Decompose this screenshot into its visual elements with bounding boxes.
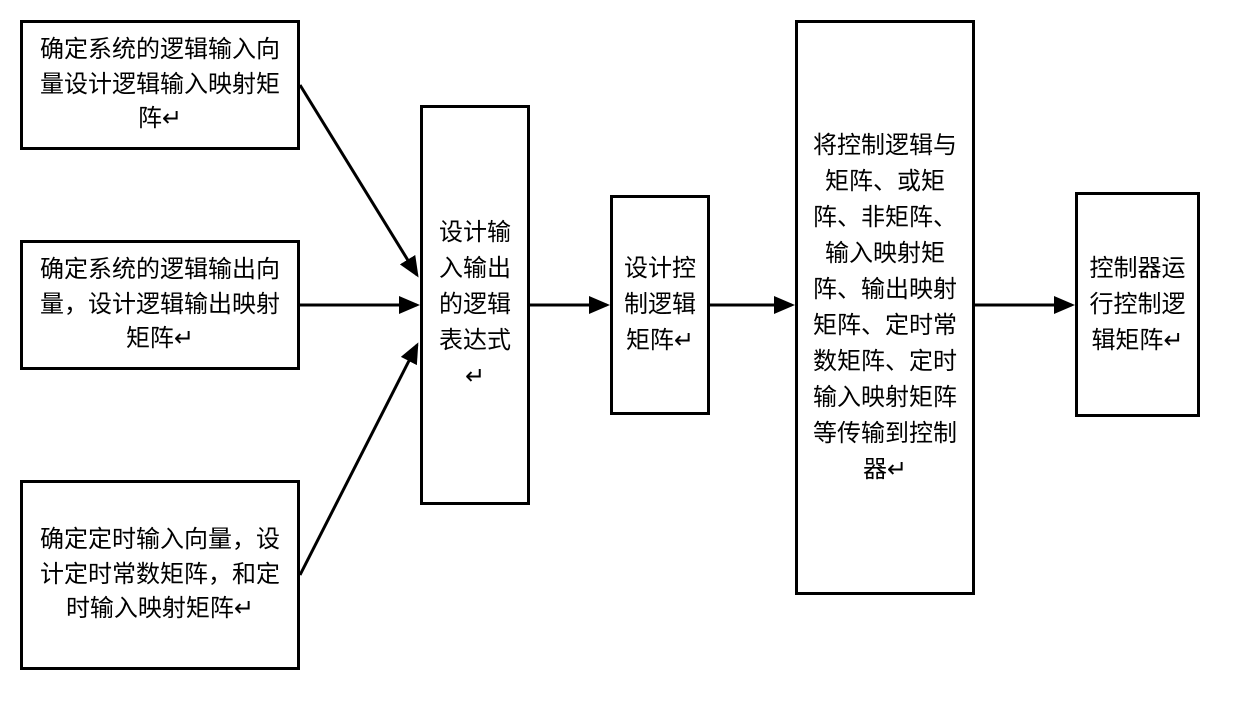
edge-n3-n4 bbox=[300, 345, 417, 575]
edge-n1-n4 bbox=[300, 85, 417, 275]
node-label: 确定系统的逻辑输入向量设计逻辑输入映射矩阵↵ bbox=[31, 33, 289, 137]
node-output-vector: 确定系统的逻辑输出向量，设计逻辑输出映射矩阵↵ bbox=[20, 240, 300, 370]
node-label: 控制器运行控制逻辑矩阵↵ bbox=[1086, 251, 1189, 359]
node-label: 确定系统的逻辑输出向量，设计逻辑输出映射矩阵↵ bbox=[31, 253, 289, 357]
node-label: 设计控制逻辑矩阵↵ bbox=[621, 251, 699, 359]
node-controller-run: 控制器运行控制逻辑矩阵↵ bbox=[1075, 192, 1200, 417]
node-timing-vector: 确定定时输入向量，设计定时常数矩阵，和定时输入映射矩阵↵ bbox=[20, 480, 300, 670]
node-transfer-to-controller: 将控制逻辑与矩阵、或矩阵、非矩阵、输入映射矩阵、输出映射矩阵、定时常数矩阵、定时… bbox=[795, 20, 975, 595]
node-label: 设计输入输出的逻辑表达式↵ bbox=[431, 215, 519, 395]
node-design-io-logic: 设计输入输出的逻辑表达式↵ bbox=[420, 105, 530, 505]
node-input-vector: 确定系统的逻辑输入向量设计逻辑输入映射矩阵↵ bbox=[20, 20, 300, 150]
node-label: 将控制逻辑与矩阵、或矩阵、非矩阵、输入映射矩阵、输出映射矩阵、定时常数矩阵、定时… bbox=[806, 128, 964, 488]
node-label: 确定定时输入向量，设计定时常数矩阵，和定时输入映射矩阵↵ bbox=[31, 523, 289, 627]
node-design-control-matrix: 设计控制逻辑矩阵↵ bbox=[610, 195, 710, 415]
